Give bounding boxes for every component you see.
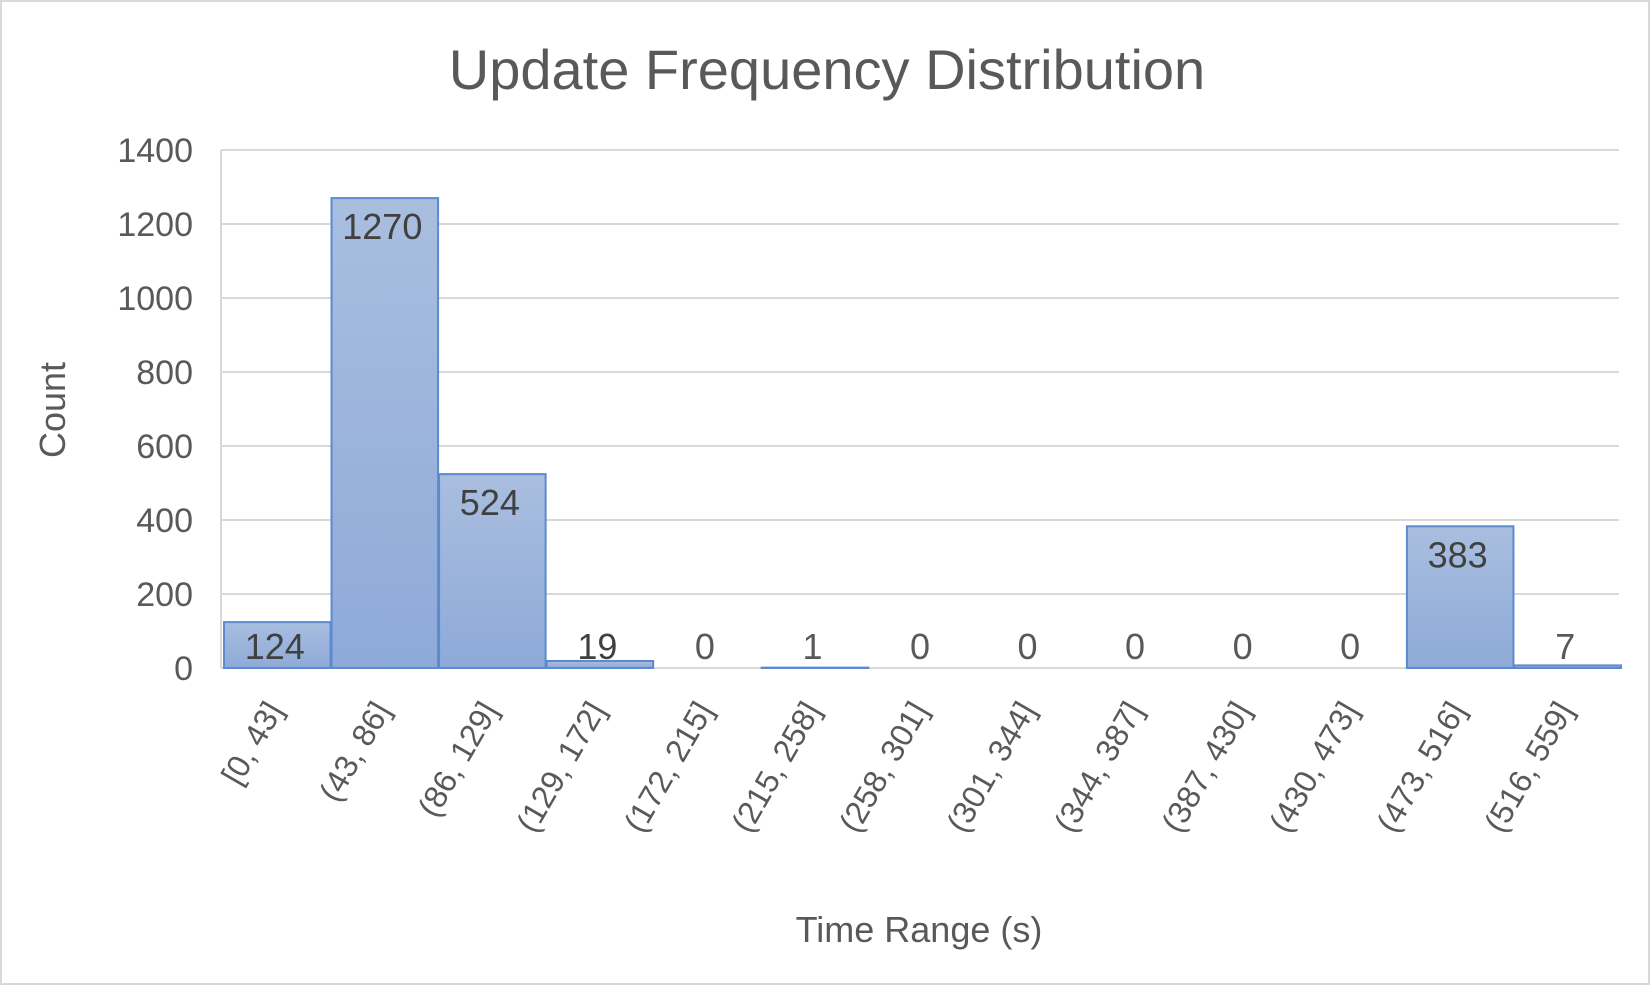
x-axis-ticks: [0, 43] (43, 86](86, 129](129, 172](172, … xyxy=(214,696,1580,839)
y-tick-label: 800 xyxy=(136,354,193,392)
y-tick-label: 0 xyxy=(174,650,193,688)
data-label: 524 xyxy=(460,482,520,523)
x-tick-label: (43, 86] xyxy=(312,696,397,808)
x-tick-label: (215, 258] xyxy=(724,696,827,839)
data-label: 0 xyxy=(1018,626,1038,667)
data-label: 1 xyxy=(802,626,822,667)
x-tick-label: (516, 559] xyxy=(1477,696,1580,839)
data-label: 7 xyxy=(1555,626,1575,667)
y-tick-label: 1000 xyxy=(117,280,193,318)
x-tick-label: (129, 172] xyxy=(509,696,612,839)
data-label: 383 xyxy=(1428,534,1488,575)
data-label: 1270 xyxy=(342,206,422,247)
x-tick-label: (301, 344] xyxy=(939,696,1042,839)
chart-title: Update Frequency Distribution xyxy=(449,38,1205,101)
data-label: 0 xyxy=(695,626,715,667)
x-tick-label: (473, 516] xyxy=(1370,696,1473,839)
bars xyxy=(224,198,1621,668)
x-tick-label: (172, 215] xyxy=(617,696,720,839)
y-tick-label: 1200 xyxy=(117,206,193,244)
data-label: 0 xyxy=(1233,626,1253,667)
y-tick-label: 400 xyxy=(136,502,193,540)
data-label: 0 xyxy=(910,626,930,667)
data-label: 0 xyxy=(1340,626,1360,667)
x-axis-title: Time Range (s) xyxy=(796,909,1043,950)
data-label: 19 xyxy=(577,626,617,667)
y-axis-ticks: 0 200 400 600 800 1000 1200 1400 xyxy=(117,132,193,688)
x-tick-label: (86, 129] xyxy=(411,696,505,823)
histogram-bar xyxy=(332,198,439,668)
y-axis-title: Count xyxy=(32,362,73,458)
x-tick-label: (387, 430] xyxy=(1154,696,1257,839)
data-label: 0 xyxy=(1125,626,1145,667)
y-tick-label: 1400 xyxy=(117,132,193,170)
y-tick-label: 600 xyxy=(136,428,193,466)
x-tick-label: [0, 43] xyxy=(214,696,290,791)
x-tick-label: (430, 473] xyxy=(1262,696,1365,839)
data-label: 124 xyxy=(245,626,305,667)
x-tick-label: (258, 301] xyxy=(832,696,935,839)
x-tick-label: (344, 387] xyxy=(1047,696,1150,839)
y-tick-label: 200 xyxy=(136,576,193,614)
